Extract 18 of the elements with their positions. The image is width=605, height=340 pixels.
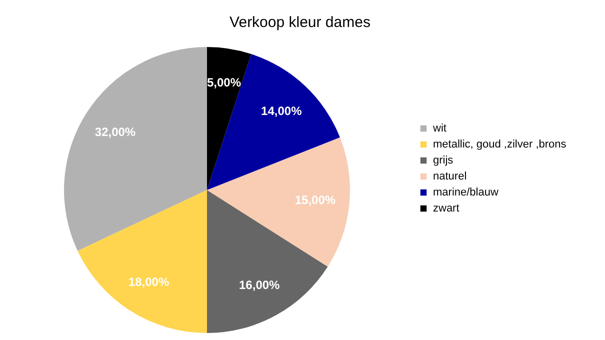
data-label: 15,00% bbox=[294, 193, 336, 208]
data-label: 16,00% bbox=[239, 278, 280, 292]
data-label: 32,00% bbox=[94, 124, 136, 139]
legend-label: grijs bbox=[433, 154, 454, 166]
legend-label: naturel bbox=[433, 170, 467, 182]
pie-slice bbox=[207, 47, 252, 190]
legend-label: zwart bbox=[433, 202, 460, 214]
pie-slice bbox=[78, 190, 207, 333]
legend-label: wit bbox=[432, 122, 446, 134]
data-label: 18,00% bbox=[128, 274, 170, 289]
pie-slice bbox=[64, 47, 207, 251]
data-label: 5,00% bbox=[206, 76, 242, 90]
legend-label: marine/blauw bbox=[433, 186, 498, 198]
data-label: 14,00% bbox=[261, 104, 302, 118]
chart-title: Verkoop kleur dames bbox=[230, 14, 370, 31]
legend-label: metallic, goud ,zilver ,brons bbox=[433, 138, 567, 150]
pie-slice bbox=[207, 54, 340, 190]
pie-slice bbox=[207, 137, 350, 267]
